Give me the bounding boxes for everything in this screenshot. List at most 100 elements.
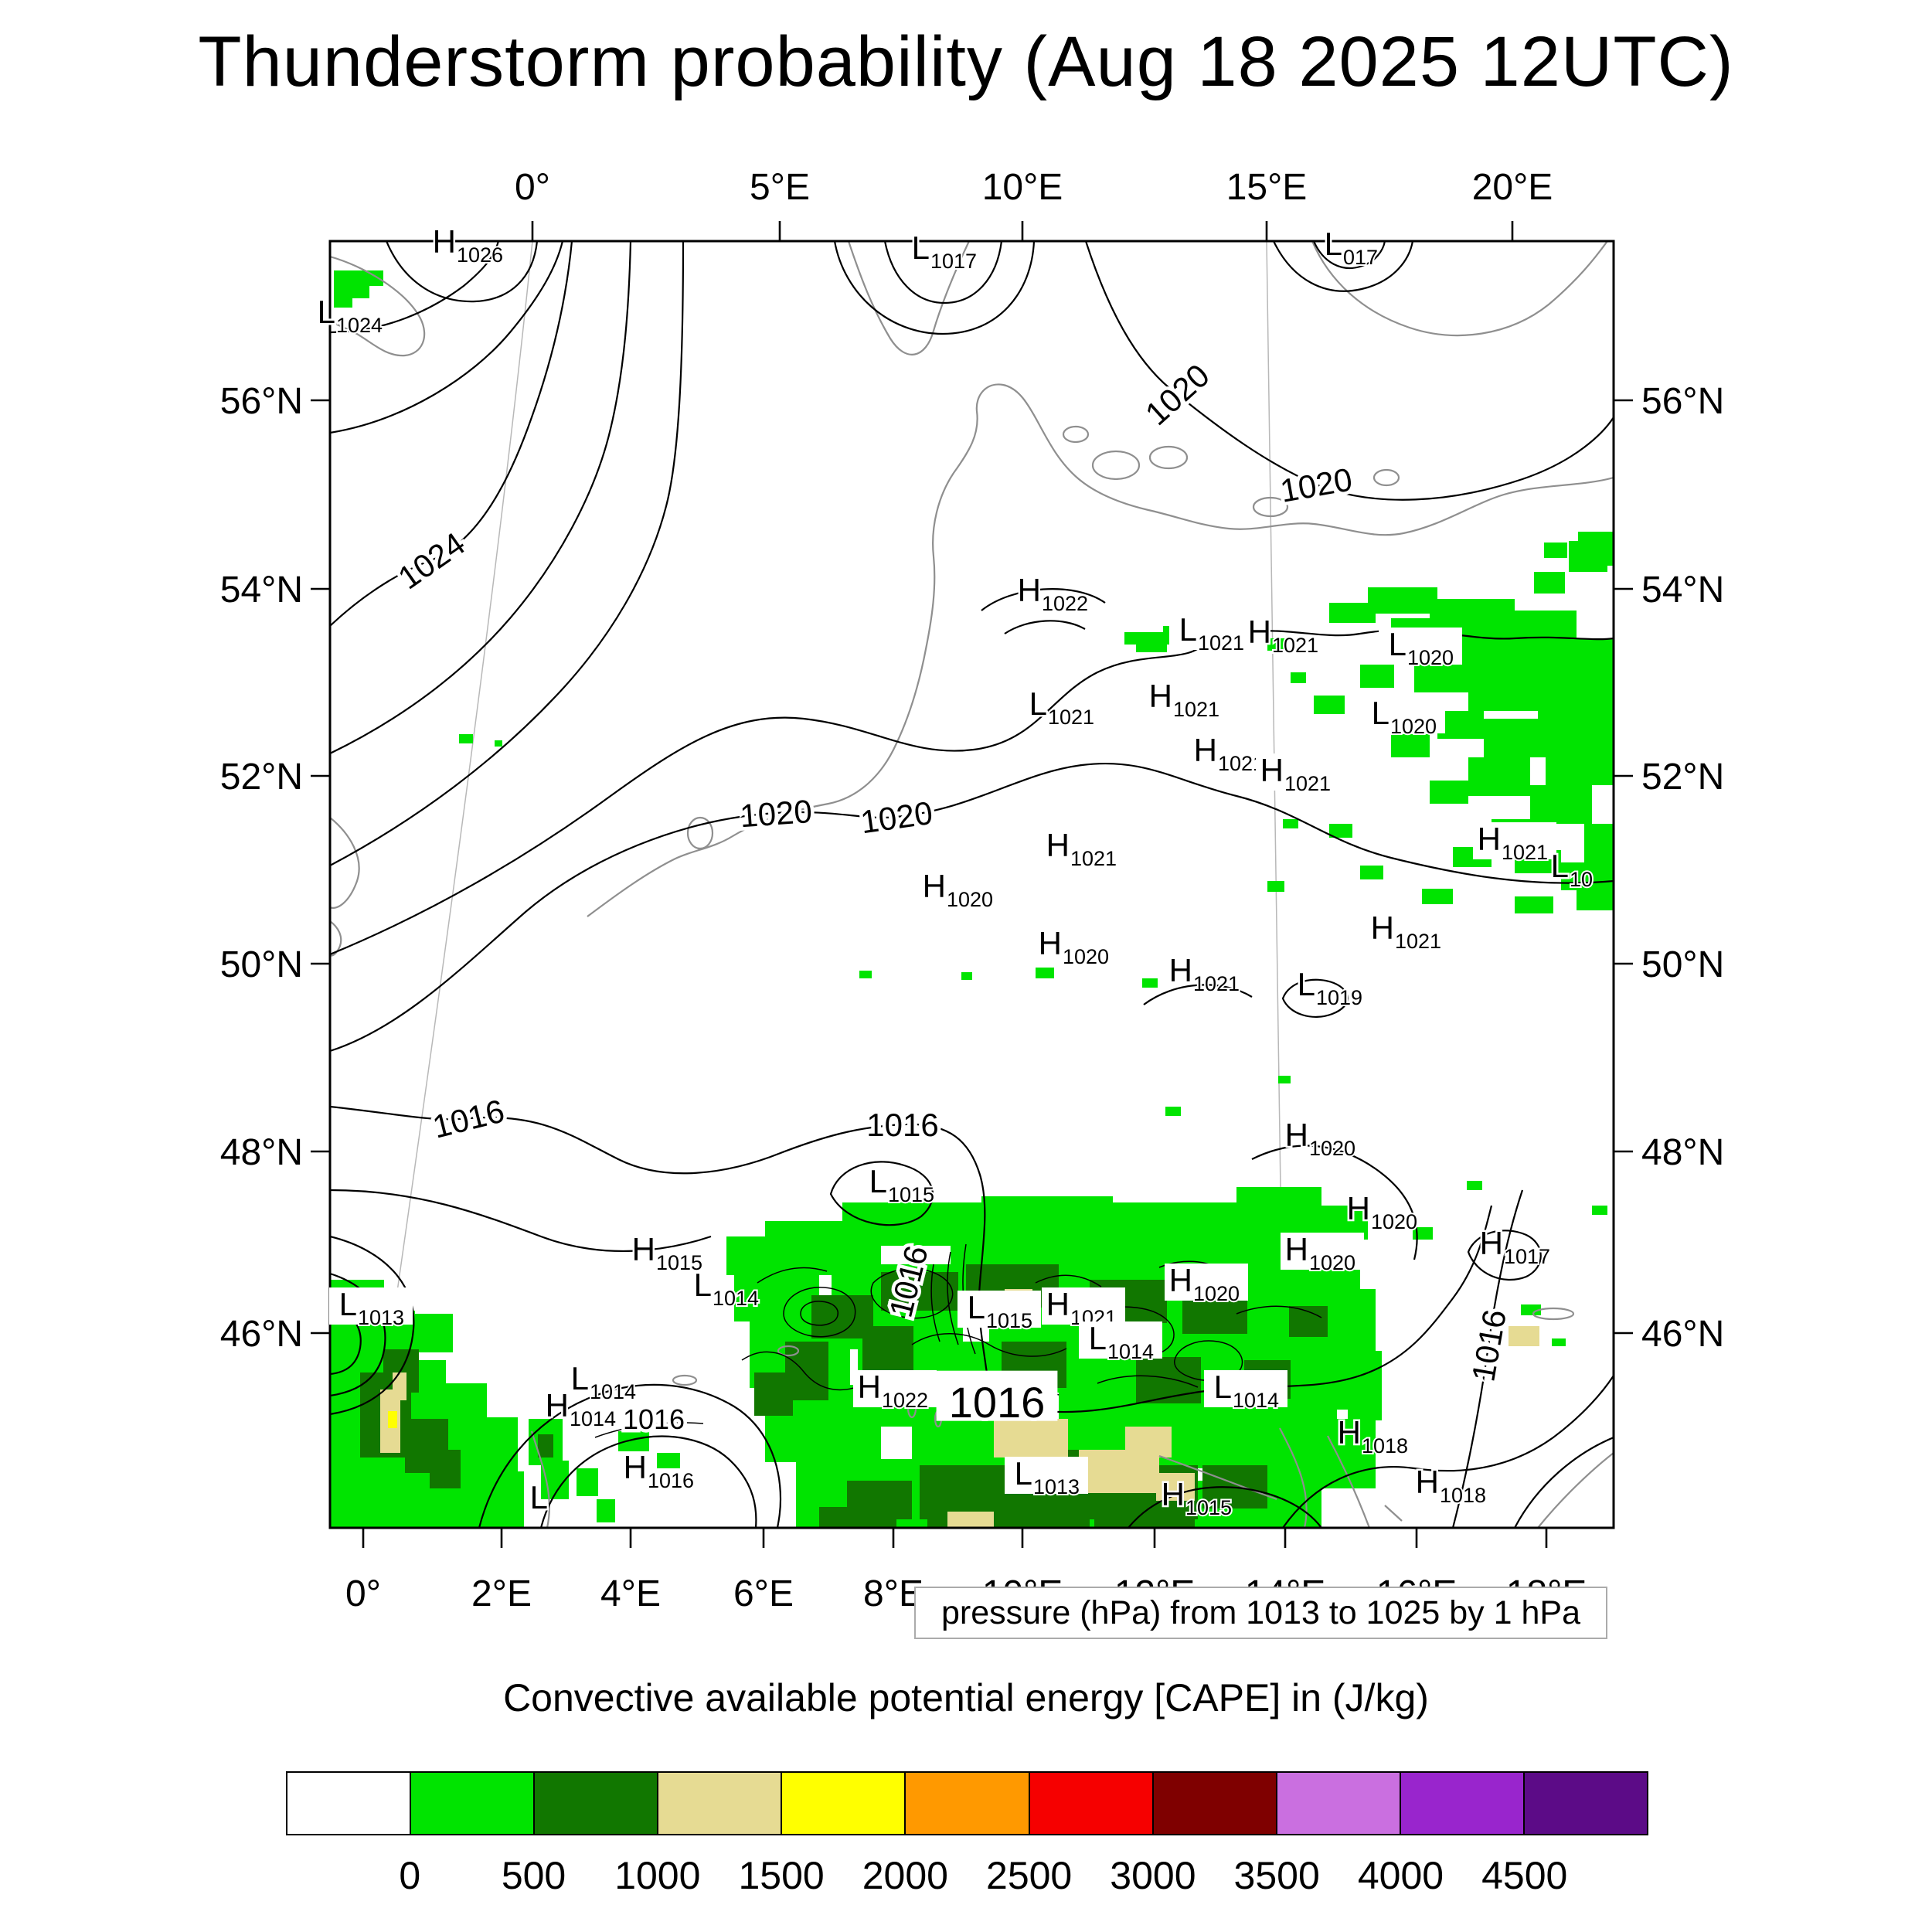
svg-text:H: H bbox=[1248, 614, 1271, 650]
svg-text:L: L bbox=[869, 1163, 887, 1199]
svg-text:L: L bbox=[1325, 226, 1342, 262]
colorbar-tick-label-4000: 4000 bbox=[1357, 1854, 1444, 1897]
pressure-center-L: L bbox=[528, 1478, 549, 1518]
svg-text:H: H bbox=[1480, 1225, 1503, 1261]
svg-text:1021: 1021 bbox=[1193, 972, 1240, 995]
svg-text:1013: 1013 bbox=[358, 1306, 404, 1329]
svg-text:H: H bbox=[858, 1369, 881, 1405]
colorbar-cell-3 bbox=[657, 1771, 783, 1835]
svg-text:1021: 1021 bbox=[1070, 847, 1117, 870]
svg-text:L: L bbox=[1551, 848, 1569, 884]
pressure-center-H1021: H 1021 bbox=[1246, 612, 1320, 659]
pressure-center-L1014: L 1014 bbox=[1204, 1367, 1287, 1413]
svg-text:1014: 1014 bbox=[713, 1287, 759, 1310]
svg-text:H: H bbox=[1416, 1464, 1439, 1500]
svg-text:1020: 1020 bbox=[1309, 1251, 1355, 1274]
pressure-center-H1022: H 1022 bbox=[853, 1367, 937, 1413]
axis-label-right: 50°N bbox=[1641, 944, 1724, 985]
pressure-center-H1021: H 1021 bbox=[1147, 676, 1221, 723]
pressure-center-H1021: H 1021 bbox=[1473, 819, 1556, 866]
svg-text:H: H bbox=[1169, 952, 1192, 988]
axis-label-bottom: 2°E bbox=[471, 1573, 532, 1614]
svg-text:L: L bbox=[1179, 611, 1197, 648]
svg-text:H: H bbox=[1039, 925, 1062, 961]
pressure-center-H1021: H 1021 bbox=[1366, 908, 1450, 954]
svg-text:1022: 1022 bbox=[1042, 592, 1088, 615]
contour-label-1024: 1024 bbox=[388, 522, 474, 600]
colorbar-tick-label-4500: 4500 bbox=[1481, 1854, 1568, 1897]
pressure-center-L1014: L 1014 bbox=[569, 1359, 638, 1406]
axis-label-top: 15°E bbox=[1226, 167, 1308, 208]
svg-text:H: H bbox=[923, 868, 946, 904]
svg-text:1015: 1015 bbox=[656, 1251, 702, 1274]
svg-text:H: H bbox=[1162, 1476, 1185, 1512]
svg-text:L: L bbox=[530, 1479, 548, 1515]
svg-text:L: L bbox=[1214, 1369, 1232, 1405]
svg-text:1021: 1021 bbox=[1284, 772, 1331, 795]
svg-text:H: H bbox=[433, 223, 456, 260]
svg-text:H: H bbox=[624, 1449, 647, 1485]
axis-label-top: 20°E bbox=[1472, 167, 1553, 208]
pressure-center-L1020: L 1020 bbox=[1362, 693, 1445, 740]
svg-text:L: L bbox=[318, 294, 335, 330]
svg-text:1021: 1021 bbox=[1395, 930, 1441, 953]
contour-label-1016: 1016 bbox=[619, 1400, 688, 1438]
svg-text:L: L bbox=[1298, 966, 1315, 1002]
svg-text:1021: 1021 bbox=[1272, 634, 1318, 657]
colorbar-cell-10 bbox=[1522, 1771, 1649, 1835]
svg-text:1014: 1014 bbox=[1107, 1340, 1154, 1363]
map-frame bbox=[328, 240, 1615, 1529]
svg-text:1026: 1026 bbox=[457, 243, 503, 267]
svg-text:H: H bbox=[1046, 827, 1070, 863]
pressure-center-H1015: H 1015 bbox=[630, 1230, 704, 1277]
svg-text:L: L bbox=[694, 1267, 712, 1303]
pressure-center-L1020: L 1020 bbox=[1379, 624, 1462, 671]
svg-text:1021: 1021 bbox=[1198, 631, 1244, 655]
colorbar-tick-label-3500: 3500 bbox=[1233, 1854, 1320, 1897]
svg-text:H: H bbox=[1149, 678, 1172, 714]
axis-label-right: 48°N bbox=[1641, 1132, 1724, 1173]
axis-label-left: 52°N bbox=[220, 757, 303, 798]
axis-label-bottom: 4°E bbox=[600, 1573, 661, 1614]
cape-yellow-cells bbox=[388, 1411, 397, 1428]
colorbar-cell-7 bbox=[1151, 1771, 1277, 1835]
contour-label-1016: 1016 bbox=[426, 1089, 512, 1148]
pressure-center-L1014: L 1014 bbox=[692, 1265, 760, 1312]
colorbar-tick-label-1500: 1500 bbox=[738, 1854, 825, 1897]
axis-label-left: 48°N bbox=[220, 1132, 303, 1173]
svg-text:L: L bbox=[1029, 685, 1047, 722]
colorbar-tick-label-0: 0 bbox=[399, 1854, 421, 1897]
svg-text:H: H bbox=[1338, 1414, 1361, 1451]
svg-text:1020: 1020 bbox=[1309, 1137, 1355, 1160]
axis-label-bottom: 8°E bbox=[863, 1573, 923, 1614]
colorbar-cell-8 bbox=[1275, 1771, 1401, 1835]
pressure-center-H1018: H 1018 bbox=[1335, 1413, 1410, 1460]
svg-text:H: H bbox=[1347, 1190, 1370, 1226]
map-artwork bbox=[330, 241, 1614, 1528]
svg-text:1020: 1020 bbox=[1277, 461, 1355, 509]
svg-text:1020: 1020 bbox=[1063, 945, 1109, 968]
svg-text:H: H bbox=[1018, 572, 1041, 608]
svg-text:H: H bbox=[1285, 1117, 1308, 1153]
pressure-center-H1021: H 1021 bbox=[1042, 1284, 1125, 1331]
axis-label-right: 56°N bbox=[1641, 381, 1724, 422]
svg-text:1017: 1017 bbox=[1504, 1245, 1550, 1268]
pressure-center-H1021: H 1021 bbox=[1256, 750, 1339, 797]
pressure-center-H1020: H 1020 bbox=[1165, 1260, 1248, 1307]
svg-text:1024: 1024 bbox=[392, 525, 471, 596]
svg-text:1021: 1021 bbox=[1502, 841, 1548, 864]
colorbar-cell-6 bbox=[1028, 1771, 1154, 1835]
svg-text:1014: 1014 bbox=[590, 1380, 636, 1403]
axis-label-top: 5°E bbox=[750, 167, 810, 208]
axis-label-right: 46°N bbox=[1641, 1314, 1724, 1355]
pressure-center-L1013: L 1013 bbox=[329, 1284, 413, 1331]
pressure-center-H1020: H 1020 bbox=[1036, 923, 1111, 971]
pressure-center-L1013: L 1013 bbox=[1005, 1454, 1088, 1500]
svg-text:H: H bbox=[1285, 1231, 1308, 1267]
svg-text:1024: 1024 bbox=[336, 314, 383, 337]
colorbar-tick-label-1000: 1000 bbox=[614, 1854, 701, 1897]
colorbar-cell-9 bbox=[1399, 1771, 1525, 1835]
svg-text:H: H bbox=[546, 1387, 569, 1423]
svg-text:L: L bbox=[912, 230, 930, 266]
